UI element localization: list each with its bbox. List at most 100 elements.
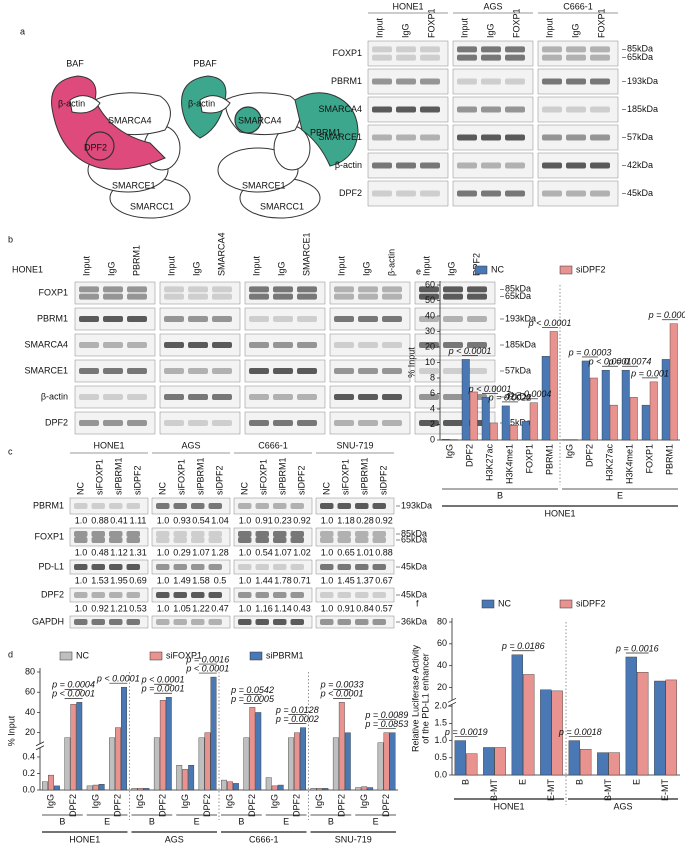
blot-band <box>290 503 304 509</box>
cell-line-label: AGS <box>613 801 632 811</box>
blot-band <box>542 78 562 85</box>
blot-band <box>255 564 269 570</box>
blot-band <box>74 503 88 509</box>
size-label: 85kDa <box>627 44 653 54</box>
panel-label: c <box>8 446 13 456</box>
blot-band <box>372 106 392 113</box>
x-tick-label: IgG <box>90 794 100 809</box>
blot-band <box>358 342 378 348</box>
blot-band <box>355 537 369 543</box>
blot-box <box>244 385 326 409</box>
lane-label: siPBRM1 <box>195 457 205 495</box>
blot-band <box>590 190 610 197</box>
blot-band <box>382 368 402 374</box>
legend-label: siFOXP1 <box>166 650 202 660</box>
blot-band <box>297 342 317 348</box>
blot-band <box>467 286 487 293</box>
y-tick-label: 4 <box>430 403 435 413</box>
blot-band <box>590 162 610 169</box>
p-value: p = 0.0089 <box>364 710 408 720</box>
lane-label: Input <box>544 17 554 38</box>
blot-box <box>74 385 156 409</box>
p-value: p = 0.0018 <box>558 727 602 737</box>
bar <box>188 765 195 791</box>
bar <box>210 676 217 791</box>
lane-label: siPBRM1 <box>113 457 123 495</box>
subunit-label: β-actin <box>58 98 85 108</box>
blot-band <box>273 592 287 598</box>
p-value: p < 0.0001 <box>448 346 492 356</box>
bar <box>661 359 670 441</box>
bar <box>469 391 478 441</box>
blot-band <box>334 316 354 322</box>
lane-label: siFOXP1 <box>94 459 104 495</box>
blot-band <box>126 503 140 509</box>
x-tick-label: IgG <box>46 794 56 809</box>
row-label: GAPDH <box>32 616 64 626</box>
blot-band <box>355 503 369 509</box>
blot-band <box>156 592 170 598</box>
blot-band <box>481 162 501 169</box>
p-value: p = 0.0022 <box>488 392 532 402</box>
blot-band <box>355 531 369 537</box>
blot-band <box>79 293 99 300</box>
blot-band <box>109 619 123 625</box>
blot-band <box>79 286 99 293</box>
subunit-label: SMARCE1 <box>242 180 286 190</box>
blot-band <box>358 420 378 426</box>
blot-band <box>481 54 501 61</box>
bar <box>481 397 490 441</box>
blot-band <box>127 368 147 374</box>
panel-label: f <box>416 598 419 608</box>
blot-band <box>382 316 402 322</box>
panel-label: e <box>416 266 421 276</box>
blot-band <box>457 78 477 85</box>
blot-band <box>355 619 369 625</box>
quant-label: 0.48 <box>91 547 109 557</box>
row-label: SMARCE1 <box>318 132 362 142</box>
blot-band <box>320 531 334 537</box>
blot-band <box>566 46 586 53</box>
x-tick-label: DPF2 <box>68 794 78 817</box>
blot-box <box>367 68 449 95</box>
blot-band <box>358 286 378 293</box>
lane-label: IgG <box>446 261 456 276</box>
blot-band <box>255 619 269 625</box>
bar <box>165 697 172 791</box>
y-tick-label: 2 <box>430 419 435 429</box>
bar <box>540 689 552 776</box>
cell-line-label: HONE1 <box>493 801 524 811</box>
bar <box>509 425 518 441</box>
blot-band <box>443 342 463 348</box>
size-label: 45kDa <box>505 417 531 427</box>
blot-band <box>420 190 440 197</box>
blot-band <box>188 342 208 348</box>
blot-band <box>238 619 252 625</box>
blot-box <box>414 359 496 383</box>
blot-band <box>74 531 88 537</box>
p-value: p = 0.0128 <box>275 705 319 715</box>
bar <box>294 732 300 791</box>
bar <box>441 439 450 441</box>
blot-band <box>420 162 440 169</box>
group-label: E <box>104 816 110 826</box>
y-tick-label: 20 <box>437 682 447 692</box>
x-tick-label: DPF2 <box>381 794 391 817</box>
size-label: 85kDa <box>401 528 427 538</box>
x-tick-label: DPF2 <box>464 444 474 467</box>
complex-title: BAF <box>66 58 84 68</box>
lane-label: IgG <box>485 23 495 38</box>
accent-shape <box>294 92 359 167</box>
blot-band <box>126 537 140 543</box>
blot-band <box>191 564 205 570</box>
blot-band <box>103 342 123 348</box>
blot-band <box>79 420 99 426</box>
bar <box>271 785 278 791</box>
panel-label: d <box>8 649 13 659</box>
blot-band <box>109 592 123 598</box>
x-tick-label: FOXP1 <box>524 444 534 474</box>
panel-label: b <box>8 234 13 244</box>
blot-band <box>372 531 386 537</box>
p-value: p = 0.0002 <box>275 714 319 724</box>
